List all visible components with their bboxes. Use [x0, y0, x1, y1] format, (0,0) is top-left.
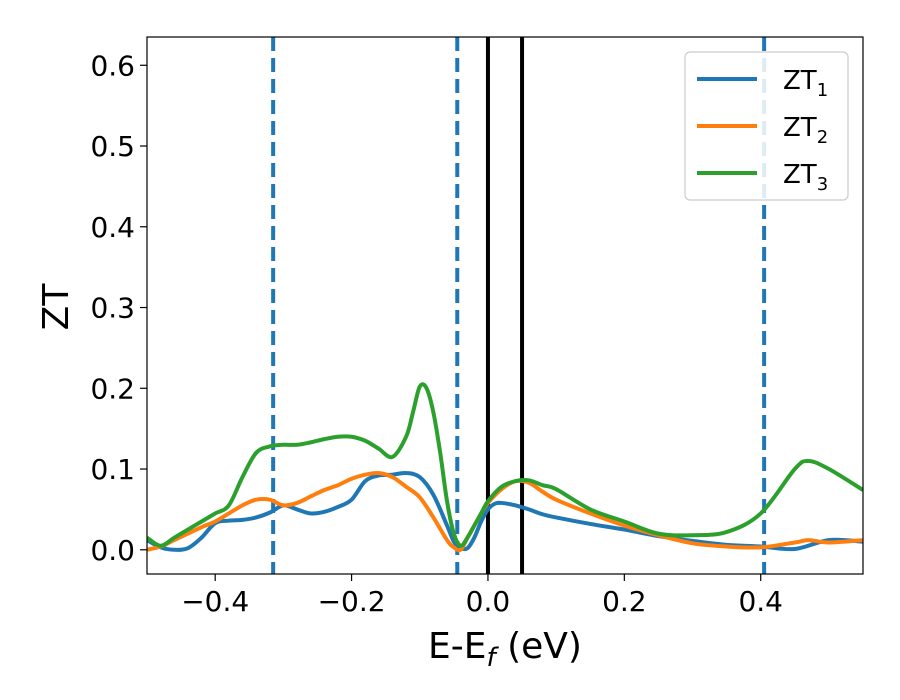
y-tick-label: 0.5 [90, 130, 135, 163]
legend-label-2: ZT2 [783, 113, 828, 148]
y-tick-label: 0.2 [90, 372, 135, 405]
y-tick-label: 0.3 [90, 292, 135, 325]
y-tick-label: 0.0 [90, 534, 135, 567]
legend-label-3: ZT3 [783, 160, 828, 195]
x-tick-label: −0.2 [318, 585, 386, 618]
y-tick-label: 0.6 [90, 49, 135, 82]
x-tick-label: 0.0 [466, 585, 511, 618]
series-line-3 [147, 382, 863, 548]
y-tick-label: 0.1 [90, 453, 135, 486]
y-axis-label: ZT [36, 283, 77, 331]
x-tick-label: −0.4 [181, 585, 249, 618]
legend: ZT1 ZT2 ZT3 [684, 51, 849, 201]
plot-area [147, 37, 863, 574]
axes-border [146, 36, 864, 575]
axis-ticks: −0.4 −0.2 0.0 0.2 0.4 0.0 0.1 0.2 0.3 0.4 0.5 0.6 [90, 49, 783, 618]
x-axis-label: E-Ef (eV) [428, 626, 582, 673]
y-tick-label: 0.4 [90, 211, 135, 244]
x-tick-label: 0.2 [602, 585, 647, 618]
x-tick-label: 0.4 [738, 585, 783, 618]
axes-frame [146, 36, 864, 575]
legend-label-1: ZT1 [783, 66, 828, 101]
legend-box [684, 51, 849, 201]
series-line-1 [147, 470, 863, 552]
